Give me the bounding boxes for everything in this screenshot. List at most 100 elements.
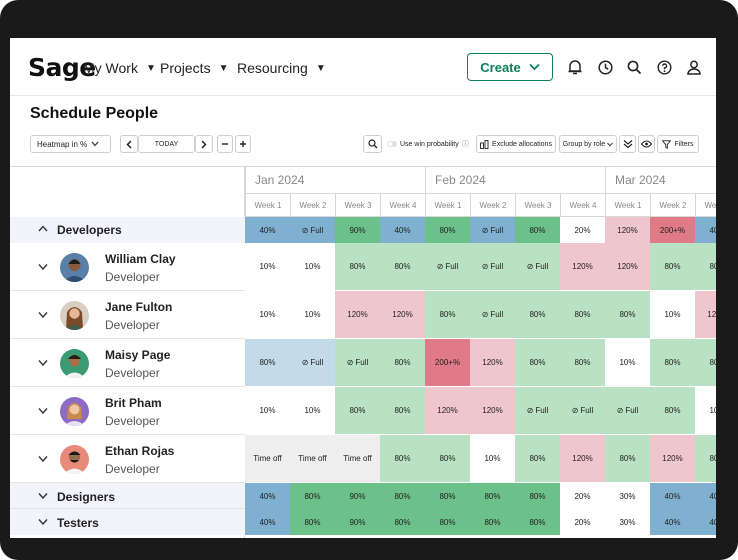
heatmap-cell[interactable]: 80% (515, 217, 560, 243)
heatmap-cell[interactable]: 80% (425, 291, 470, 338)
search-button[interactable] (363, 135, 382, 153)
heatmap-cell[interactable]: 120% (335, 291, 380, 338)
heatmap-cell[interactable]: 80% (470, 483, 515, 509)
chevron-down-icon[interactable] (38, 358, 48, 369)
heatmap-cell[interactable]: 80% (380, 243, 425, 290)
group-row-designers[interactable]: Designers (10, 483, 245, 509)
heatmap-cell[interactable]: 80% (290, 483, 335, 509)
bell-icon[interactable] (566, 58, 584, 76)
heatmap-cell[interactable]: 40% (245, 509, 290, 535)
heatmap-cell[interactable]: ⊘ Full (515, 243, 560, 290)
heatmap-cell[interactable]: 80% (605, 435, 650, 482)
heatmap-cell[interactable]: 80% (605, 291, 650, 338)
heatmap-cell[interactable]: 20% (560, 483, 605, 509)
heatmap-cell[interactable]: 10% (290, 387, 335, 434)
heatmap-cell[interactable]: 80% (335, 243, 380, 290)
chevron-down-icon[interactable] (38, 262, 48, 273)
heatmap-cell[interactable]: 10% (245, 243, 290, 290)
heatmap-cell[interactable]: 40% (245, 217, 290, 243)
heatmap-cell[interactable]: ⊘ Full (560, 387, 605, 434)
heatmap-cell[interactable]: 10% (695, 387, 716, 434)
heatmap-cell[interactable]: ⊘ Full (605, 387, 650, 434)
heatmap-cell[interactable]: 10% (470, 435, 515, 482)
clock-icon[interactable] (596, 58, 614, 76)
chevron-down-icon[interactable] (38, 310, 48, 321)
nav-resourcing[interactable]: Resourcing ▼ (237, 60, 326, 76)
heatmap-cell[interactable]: 80% (425, 509, 470, 535)
chevron-down-icon[interactable] (38, 517, 48, 528)
heatmap-cell[interactable]: 80% (515, 435, 560, 482)
toggle-switch[interactable] (387, 141, 397, 147)
heatmap-cell[interactable]: 40% (695, 217, 716, 243)
chevron-down-icon[interactable] (38, 406, 48, 417)
heatmap-cell[interactable]: 20% (560, 217, 605, 243)
heatmap-cell[interactable]: Time off (290, 435, 335, 482)
heatmap-cell[interactable]: 40% (650, 509, 695, 535)
heatmap-cell[interactable]: 90% (335, 217, 380, 243)
create-button[interactable]: Create (467, 53, 553, 81)
heatmap-cell[interactable]: 80% (380, 339, 425, 386)
nav-my-work[interactable]: My Work ▼ (83, 60, 156, 76)
nav-projects[interactable]: Projects ▼ (160, 60, 228, 76)
heatmap-cell[interactable]: 10% (245, 387, 290, 434)
heatmap-cell[interactable]: 10% (245, 291, 290, 338)
heatmap-cell[interactable]: 30% (605, 483, 650, 509)
heatmap-cell[interactable]: 120% (470, 387, 515, 434)
heatmap-cell[interactable]: 120% (560, 243, 605, 290)
heatmap-cell[interactable]: 80% (695, 339, 716, 386)
zoom-in-button[interactable] (235, 135, 251, 153)
view-select[interactable]: Heatmap in % (30, 135, 111, 153)
heatmap-cell[interactable]: ⊘ Full (515, 387, 560, 434)
heatmap-cell[interactable]: 80% (425, 217, 470, 243)
chevron-down-icon[interactable] (38, 491, 48, 502)
user-icon[interactable] (685, 58, 703, 76)
heatmap-cell[interactable]: 80% (650, 387, 695, 434)
heatmap-cell[interactable]: 120% (650, 435, 695, 482)
heatmap-cell[interactable]: 80% (380, 483, 425, 509)
heatmap-cell[interactable]: 10% (605, 339, 650, 386)
heatmap-cell[interactable]: 80% (515, 483, 560, 509)
heatmap-cell[interactable]: 40% (650, 483, 695, 509)
heatmap-cell[interactable]: Time off (335, 435, 380, 482)
heatmap-cell[interactable]: 80% (380, 509, 425, 535)
heatmap-cell[interactable]: 120% (425, 387, 470, 434)
heatmap-cell[interactable]: 120% (695, 291, 716, 338)
filters-button[interactable]: Filters (657, 135, 699, 153)
heatmap-cell[interactable]: ⊘ Full (290, 217, 335, 243)
visibility-button[interactable] (638, 135, 655, 153)
person-row[interactable]: Ethan Rojas Developer (10, 435, 245, 483)
heatmap-cell[interactable]: 80% (515, 509, 560, 535)
prev-button[interactable] (120, 135, 138, 153)
heatmap-cell[interactable]: 200+% (425, 339, 470, 386)
person-row[interactable]: William Clay Developer (10, 243, 245, 291)
heatmap-cell[interactable]: ⊘ Full (425, 243, 470, 290)
heatmap-cell[interactable]: 40% (380, 217, 425, 243)
heatmap-cell[interactable]: ⊘ Full (470, 243, 515, 290)
heatmap-cell[interactable]: 80% (560, 339, 605, 386)
heatmap-cell[interactable]: 40% (245, 483, 290, 509)
heatmap-cell[interactable]: 40% (695, 483, 716, 509)
person-row[interactable]: Maisy Page Developer (10, 339, 245, 387)
heatmap-cell[interactable]: 120% (605, 243, 650, 290)
group-by-select[interactable]: Group by role (559, 135, 617, 153)
today-button[interactable]: TODAY (138, 135, 195, 153)
help-icon[interactable] (655, 58, 673, 76)
heatmap-cell[interactable]: 80% (425, 435, 470, 482)
search-icon[interactable] (625, 58, 643, 76)
heatmap-cell[interactable]: 120% (605, 217, 650, 243)
heatmap-cell[interactable]: 80% (380, 387, 425, 434)
collapse-all-button[interactable] (619, 135, 636, 153)
heatmap-cell[interactable]: 80% (650, 339, 695, 386)
heatmap-cell[interactable]: 200+% (650, 217, 695, 243)
heatmap-cell[interactable]: 80% (425, 483, 470, 509)
heatmap-cell[interactable]: 80% (290, 509, 335, 535)
heatmap-cell[interactable]: 80% (245, 339, 290, 386)
zoom-out-button[interactable] (217, 135, 233, 153)
chevron-up-icon[interactable] (38, 224, 48, 235)
win-probability-toggle[interactable]: Use win probability ⓘ (387, 135, 469, 153)
heatmap-cell[interactable]: 80% (515, 291, 560, 338)
heatmap-cell[interactable]: ⊘ Full (470, 217, 515, 243)
heatmap-cell[interactable]: 80% (695, 435, 716, 482)
heatmap-cell[interactable]: ⊘ Full (470, 291, 515, 338)
next-button[interactable] (195, 135, 213, 153)
